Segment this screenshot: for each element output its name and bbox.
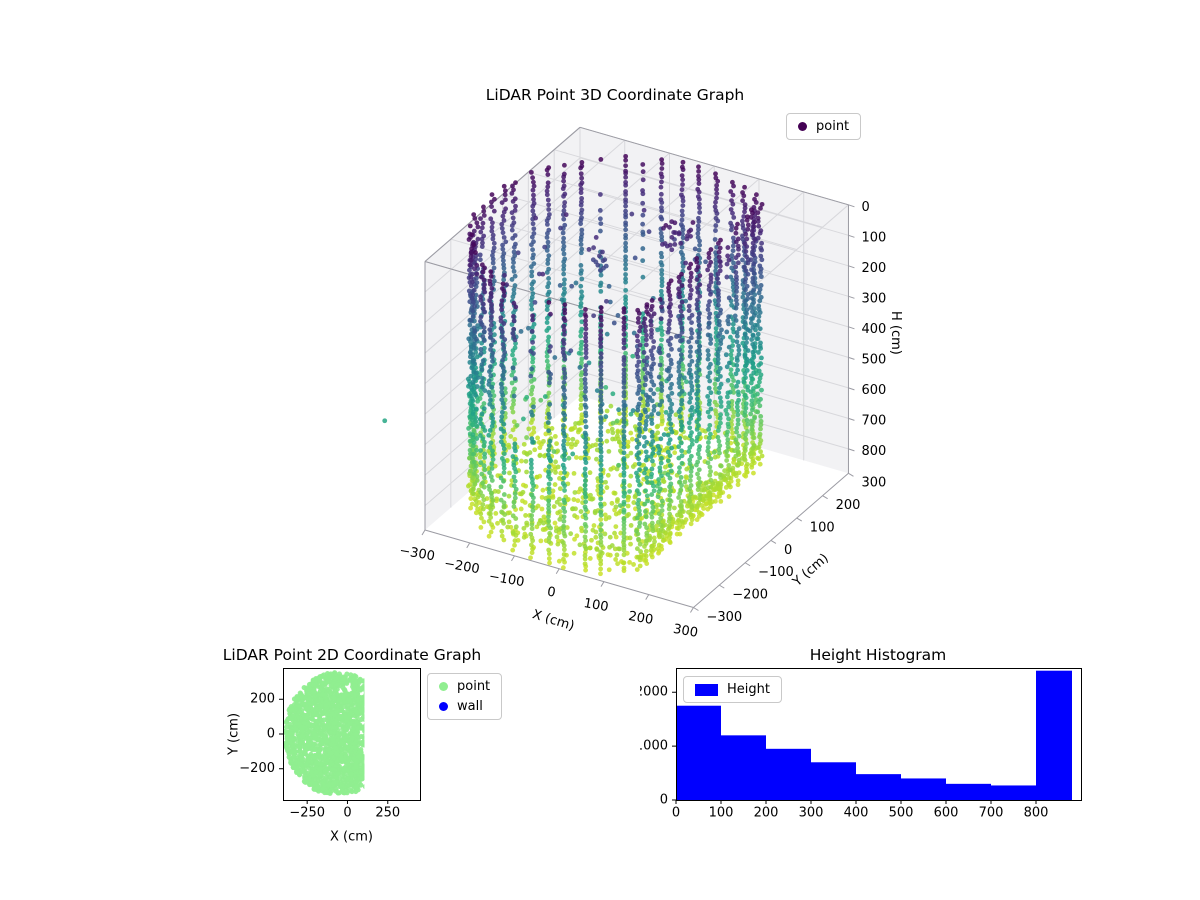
legend-label: Height [727,682,770,697]
legend-label: point [457,679,491,694]
legend-item-height: Height [695,682,770,697]
legend-item-point-2d: point [439,679,490,694]
lidar-3d-plot [300,80,940,660]
legend-item-point-3d: point [798,119,849,134]
wall-marker-icon [439,702,448,711]
hist-legend: Height [683,676,782,703]
legend-item-wall-2d: wall [439,699,490,714]
legend-label: point [816,119,850,134]
chart2d-legend: point wall [427,673,503,720]
chart3d-legend: point [786,113,862,140]
legend-label: wall [457,699,483,714]
point-marker-icon [798,122,807,131]
point-marker-icon [439,682,448,691]
height-bar-swatch-icon [695,683,718,696]
